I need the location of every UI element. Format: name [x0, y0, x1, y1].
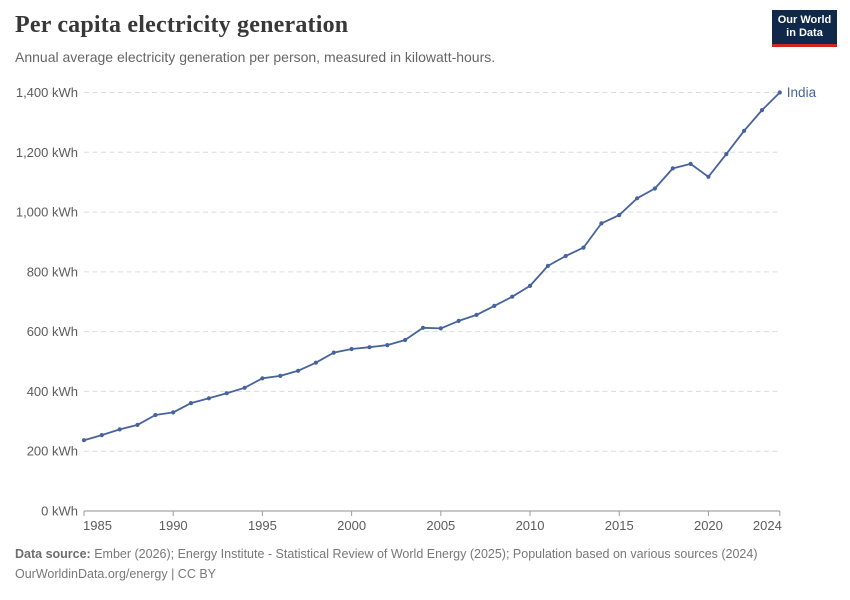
y-axis-tick-label: 0 kWh [41, 504, 78, 519]
x-axis-tick-label: 2015 [605, 518, 634, 533]
y-axis-tick-label: 400 kWh [27, 384, 78, 399]
x-axis-tick-label: 2010 [516, 518, 545, 533]
data-point-marker [367, 345, 372, 350]
data-point-marker [545, 263, 551, 268]
data-point-marker [331, 350, 336, 355]
data-point-marker [224, 391, 229, 396]
data-point-marker [688, 161, 693, 166]
data-point-marker [706, 174, 711, 179]
data-point-marker [385, 343, 390, 348]
data-point-marker [171, 410, 176, 415]
chart-footer: Data source: Ember (2026); Energy Instit… [15, 544, 758, 584]
data-point-marker [438, 326, 443, 331]
data-point-marker [313, 360, 318, 365]
y-axis-tick-label: 1,400 kWh [16, 85, 78, 100]
data-point-marker [510, 294, 515, 299]
data-point-marker [617, 213, 622, 218]
data-point-marker [349, 346, 354, 352]
data-source-text: Ember (2026); Energy Institute - Statist… [90, 547, 758, 561]
y-axis-tick-label: 600 kWh [27, 324, 78, 339]
india-series-label[interactable]: India [787, 85, 817, 100]
y-axis-tick-label: 800 kWh [27, 264, 78, 279]
data-point-marker [206, 396, 211, 401]
data-source-line: Data source: Ember (2026); Energy Instit… [15, 544, 758, 564]
data-point-marker [724, 152, 729, 157]
data-point-marker [135, 422, 140, 427]
data-point-marker [117, 427, 122, 432]
data-point-marker [420, 325, 426, 330]
data-point-marker [99, 433, 104, 438]
data-point-marker [403, 337, 408, 343]
data-point-marker [296, 368, 301, 373]
data-point-marker [278, 373, 283, 378]
x-axis-tick-label: 2005 [426, 518, 455, 533]
data-point-marker [670, 166, 675, 171]
data-point-marker [581, 245, 586, 250]
x-axis-tick-label: 1985 [83, 518, 112, 533]
y-axis-tick-label: 200 kWh [27, 444, 78, 459]
data-point-marker [492, 303, 497, 308]
y-axis-tick-label: 1,000 kWh [16, 205, 78, 220]
data-point-marker [635, 196, 640, 201]
x-axis-tick-label: 1990 [159, 518, 188, 533]
data-point-marker [456, 318, 461, 323]
page-title: Per capita electricity generation [15, 12, 349, 38]
data-source-label: Data source: [15, 547, 91, 561]
y-axis-tick-label: 1,200 kWh [16, 145, 78, 160]
owid-logo-text-line1: Our World [777, 14, 832, 26]
data-point-marker [188, 401, 194, 406]
data-point-marker [242, 385, 247, 390]
chart-subtitle: Annual average electricity generation pe… [15, 49, 496, 65]
data-point-marker [527, 283, 533, 288]
data-point-marker [742, 128, 747, 133]
india-line-series[interactable] [83, 91, 781, 442]
x-axis-tick-label: 2000 [337, 518, 366, 533]
data-point-marker [260, 376, 265, 381]
data-point-marker [759, 108, 765, 113]
data-point-marker [81, 438, 87, 443]
owid-logo[interactable]: Our World in Data [772, 10, 837, 47]
data-point-marker [474, 312, 479, 317]
x-axis-tick-label: 2024 [753, 518, 782, 533]
data-point-marker [599, 221, 604, 226]
data-point-marker [652, 186, 658, 191]
license-line: OurWorldinData.org/energy | CC BY [15, 567, 217, 581]
data-point-marker [153, 412, 158, 418]
data-point-marker [777, 90, 782, 95]
x-axis-tick-label: 2020 [694, 518, 723, 533]
data-point-marker [563, 253, 568, 259]
owid-logo-text-line2: in Data [786, 27, 823, 39]
x-axis-tick-label: 1995 [248, 518, 277, 533]
